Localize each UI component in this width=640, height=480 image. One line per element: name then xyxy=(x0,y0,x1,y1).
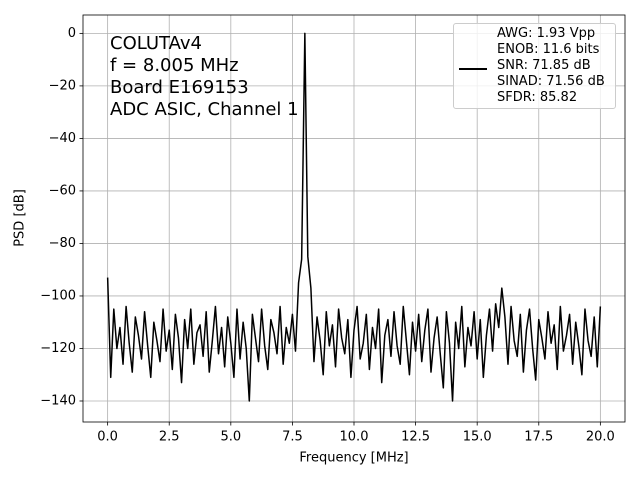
y-tick-label: −20 xyxy=(49,78,76,93)
legend-swatch xyxy=(459,68,487,70)
annotation: Board E169153 xyxy=(110,77,249,98)
annotation: COLUTAv4 xyxy=(110,33,202,54)
data-line xyxy=(106,32,602,402)
x-tick-label: 2.5 xyxy=(159,430,180,445)
y-tick-label: −120 xyxy=(40,341,76,356)
y-tick-label: −40 xyxy=(49,131,76,146)
annotation: f = 8.005 MHz xyxy=(110,55,239,76)
x-tick-label: 5.0 xyxy=(220,430,241,445)
legend-label: AWG: 1.93 Vpp ENOB: 11.6 bits SNR: 71.85… xyxy=(497,26,605,105)
x-axis-label: Frequency [MHz] xyxy=(299,451,408,466)
legend: AWG: 1.93 Vpp ENOB: 11.6 bits SNR: 71.85… xyxy=(453,23,616,109)
x-tick-label: 7.5 xyxy=(282,430,303,445)
annotation: ADC ASIC, Channel 1 xyxy=(110,99,299,120)
y-tick-label: −100 xyxy=(40,288,76,303)
y-tick-label: −60 xyxy=(49,183,76,198)
plot-frame xyxy=(82,14,626,423)
y-tick-label: −80 xyxy=(49,236,76,251)
x-tick-label: 12.5 xyxy=(401,430,430,445)
x-tick-label: 17.5 xyxy=(524,430,553,445)
x-tick-label: 15.0 xyxy=(463,430,492,445)
x-tick-label: 10.0 xyxy=(340,430,369,445)
x-tick-label: 0.0 xyxy=(97,430,118,445)
y-axis-label: PSD [dB] xyxy=(13,189,28,247)
y-tick-label: 0 xyxy=(68,26,76,41)
y-tick-label: −140 xyxy=(40,393,76,408)
x-tick-label: 20.0 xyxy=(586,430,615,445)
